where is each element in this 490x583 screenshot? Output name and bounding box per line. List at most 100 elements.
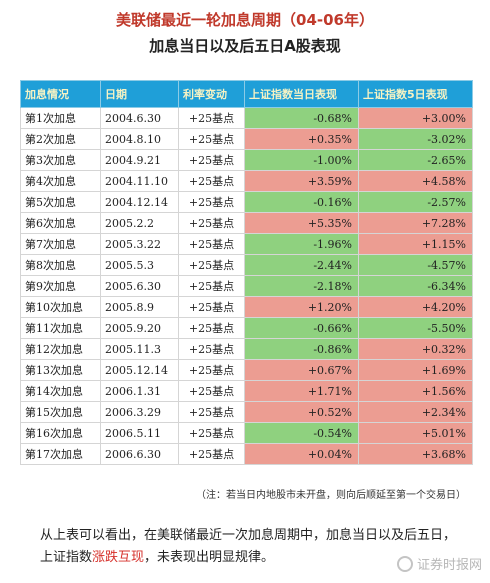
cell-rate: +25基点 bbox=[178, 275, 245, 297]
cell-rate: +25基点 bbox=[178, 254, 245, 276]
cell-hike: 第11次加息 bbox=[20, 317, 101, 339]
cell-day-performance: +5.35% bbox=[244, 212, 359, 234]
cell-rate: +25基点 bbox=[178, 338, 245, 360]
cell-5day-performance: +1.15% bbox=[358, 233, 473, 255]
table-header: 加息情况 日期 利率变动 上证指数当日表现 上证指数5日表现 bbox=[20, 80, 473, 108]
cell-date: 2004.6.30 bbox=[100, 107, 179, 129]
cell-hike: 第5次加息 bbox=[20, 191, 101, 213]
cell-date: 2004.12.14 bbox=[100, 191, 179, 213]
cell-date: 2004.9.21 bbox=[100, 149, 179, 171]
cell-day-performance: +0.35% bbox=[244, 128, 359, 150]
cell-hike: 第14次加息 bbox=[20, 380, 101, 402]
table-row: 第5次加息 2004.12.14 +25基点 -0.16% -2.57% bbox=[20, 191, 473, 213]
cell-day-performance: -0.54% bbox=[244, 422, 359, 444]
cell-date: 2006.1.31 bbox=[100, 380, 179, 402]
cell-hike: 第3次加息 bbox=[20, 149, 101, 171]
cell-day-performance: -0.86% bbox=[244, 338, 359, 360]
cell-hike: 第16次加息 bbox=[20, 422, 101, 444]
cell-5day-performance: +4.58% bbox=[358, 170, 473, 192]
cell-date: 2006.3.29 bbox=[100, 401, 179, 423]
table-row: 第4次加息 2004.11.10 +25基点 +3.59% +4.58% bbox=[20, 170, 473, 192]
cell-hike: 第7次加息 bbox=[20, 233, 101, 255]
summary-paragraph: 从上表可以看出，在美联储最近一次加息周期中，加息当日以及后五日，上证指数涨跌互现… bbox=[40, 525, 460, 569]
cell-rate: +25基点 bbox=[178, 317, 245, 339]
cell-5day-performance: +2.34% bbox=[358, 401, 473, 423]
cell-5day-performance: +1.56% bbox=[358, 380, 473, 402]
cell-rate: +25基点 bbox=[178, 170, 245, 192]
cell-day-performance: +0.52% bbox=[244, 401, 359, 423]
page-title: 美联储最近一轮加息周期（04-06年） bbox=[116, 11, 374, 29]
cell-rate: +25基点 bbox=[178, 422, 245, 444]
cell-hike: 第8次加息 bbox=[20, 254, 101, 276]
cell-rate: +25基点 bbox=[178, 296, 245, 318]
cell-day-performance: +1.20% bbox=[244, 296, 359, 318]
cell-day-performance: -0.16% bbox=[244, 191, 359, 213]
cell-day-performance: +1.71% bbox=[244, 380, 359, 402]
cell-rate: +25基点 bbox=[178, 149, 245, 171]
cell-hike: 第15次加息 bbox=[20, 401, 101, 423]
table-row: 第15次加息 2006.3.29 +25基点 +0.52% +2.34% bbox=[20, 401, 473, 423]
cell-day-performance: -1.00% bbox=[244, 149, 359, 171]
cell-rate: +25基点 bbox=[178, 380, 245, 402]
col-header-day-performance: 上证指数当日表现 bbox=[244, 80, 359, 108]
cell-hike: 第12次加息 bbox=[20, 338, 101, 360]
table-row: 第3次加息 2004.9.21 +25基点 -1.00% -2.65% bbox=[20, 149, 473, 171]
watermark-logo-icon bbox=[396, 555, 413, 572]
cell-date: 2005.2.2 bbox=[100, 212, 179, 234]
col-header-date: 日期 bbox=[100, 80, 179, 108]
table-row: 第8次加息 2005.5.3 +25基点 -2.44% -4.57% bbox=[20, 254, 473, 276]
table-row: 第10次加息 2005.8.9 +25基点 +1.20% +4.20% bbox=[20, 296, 473, 318]
cell-day-performance: -0.66% bbox=[244, 317, 359, 339]
cell-day-performance: +3.59% bbox=[244, 170, 359, 192]
cell-hike: 第17次加息 bbox=[20, 443, 101, 465]
cell-day-performance: -2.44% bbox=[244, 254, 359, 276]
cell-date: 2005.12.14 bbox=[100, 359, 179, 381]
col-header-rate: 利率变动 bbox=[178, 80, 245, 108]
cell-date: 2004.8.10 bbox=[100, 128, 179, 150]
cell-day-performance: +0.67% bbox=[244, 359, 359, 381]
cell-5day-performance: +7.28% bbox=[358, 212, 473, 234]
table-body: 第1次加息 2004.6.30 +25基点 -0.68% +3.00% 第2次加息 2004… bbox=[20, 107, 473, 465]
cell-5day-performance: -5.50% bbox=[358, 317, 473, 339]
rate-hike-table: 加息情况 日期 利率变动 上证指数当日表现 上证指数5日表现 第1次加息 2004… bbox=[20, 80, 473, 465]
cell-rate: +25基点 bbox=[178, 233, 245, 255]
cell-hike: 第1次加息 bbox=[20, 107, 101, 129]
cell-hike: 第13次加息 bbox=[20, 359, 101, 381]
table-row: 第14次加息 2006.1.31 +25基点 +1.71% +1.56% bbox=[20, 380, 473, 402]
cell-day-performance: +0.04% bbox=[244, 443, 359, 465]
table-row: 第11次加息 2005.9.20 +25基点 -0.66% -5.50% bbox=[20, 317, 473, 339]
cell-date: 2004.11.10 bbox=[100, 170, 179, 192]
table-row: 第9次加息 2005.6.30 +25基点 -2.18% -6.34% bbox=[20, 275, 473, 297]
cell-date: 2005.8.9 bbox=[100, 296, 179, 318]
summary-text-1: 从上表可以看出，在美联储最近一次加息周期中，加息当日以及后五日，上证指数 bbox=[40, 528, 457, 565]
table-row: 第13次加息 2005.12.14 +25基点 +0.67% +1.69% bbox=[20, 359, 473, 381]
summary-highlight: 涨跌互现 bbox=[92, 550, 145, 565]
page-subtitle: 加息当日以及后五日A股表现 bbox=[149, 37, 341, 55]
cell-date: 2005.6.30 bbox=[100, 275, 179, 297]
watermark-text: 证券时报网 bbox=[416, 558, 482, 573]
cell-date: 2005.11.3 bbox=[100, 338, 179, 360]
cell-5day-performance: -4.57% bbox=[358, 254, 473, 276]
table-row: 第6次加息 2005.2.2 +25基点 +5.35% +7.28% bbox=[20, 212, 473, 234]
cell-rate: +25基点 bbox=[178, 401, 245, 423]
cell-rate: +25基点 bbox=[178, 128, 245, 150]
cell-date: 2006.5.11 bbox=[100, 422, 179, 444]
col-header-hike: 加息情况 bbox=[20, 80, 101, 108]
table-row: 第16次加息 2006.5.11 +25基点 -0.54% +5.01% bbox=[20, 422, 473, 444]
summary-text-2: ，未表现出明显规律。 bbox=[144, 550, 275, 565]
footnote: （注：若当日内地股市未开盘，则向后顺延至第一个交易日） bbox=[196, 490, 466, 501]
cell-date: 2005.9.20 bbox=[100, 317, 179, 339]
cell-hike: 第6次加息 bbox=[20, 212, 101, 234]
cell-rate: +25基点 bbox=[178, 443, 245, 465]
cell-5day-performance: -2.57% bbox=[358, 191, 473, 213]
cell-rate: +25基点 bbox=[178, 107, 245, 129]
table-header-row: 加息情况 日期 利率变动 上证指数当日表现 上证指数5日表现 bbox=[20, 80, 473, 108]
cell-rate: +25基点 bbox=[178, 191, 245, 213]
cell-date: 2006.6.30 bbox=[100, 443, 179, 465]
watermark: 证券时报网 bbox=[396, 554, 482, 573]
table-row: 第7次加息 2005.3.22 +25基点 -1.96% +1.15% bbox=[20, 233, 473, 255]
cell-5day-performance: -2.65% bbox=[358, 149, 473, 171]
cell-day-performance: -0.68% bbox=[244, 107, 359, 129]
cell-rate: +25基点 bbox=[178, 212, 245, 234]
cell-hike: 第4次加息 bbox=[20, 170, 101, 192]
